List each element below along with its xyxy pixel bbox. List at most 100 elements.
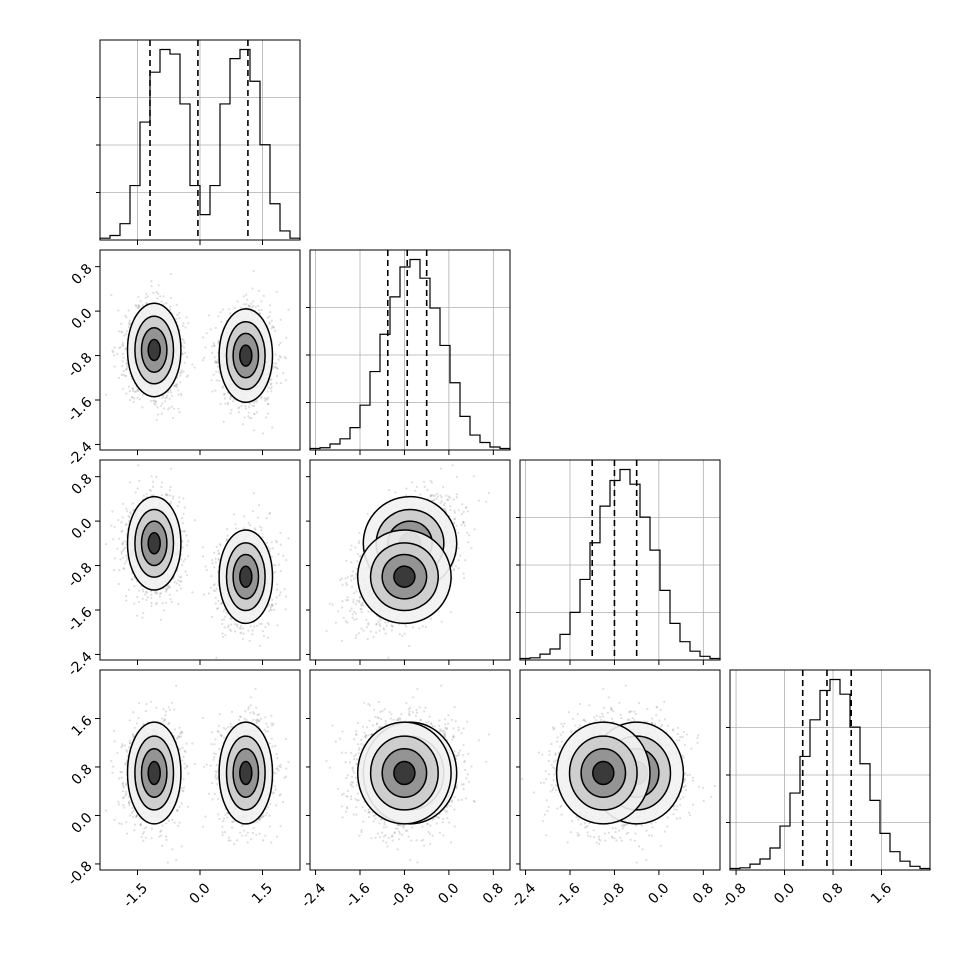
sample-point — [229, 312, 232, 315]
y-tick-label: -1.6 — [65, 394, 96, 425]
sample-point — [284, 608, 287, 611]
sample-point — [128, 390, 131, 393]
sample-point — [178, 311, 181, 314]
sample-point — [117, 582, 120, 586]
sample-point — [251, 633, 254, 636]
sample-point — [209, 328, 212, 331]
sample-point — [279, 318, 282, 321]
sample-point — [138, 589, 141, 592]
sample-point — [141, 616, 144, 619]
sample-point — [121, 360, 124, 363]
panel-frame — [309, 249, 511, 451]
sample-point — [241, 637, 245, 641]
sample-point — [270, 319, 273, 322]
sample-point — [216, 361, 219, 364]
sample-point — [268, 304, 271, 307]
sample-point — [177, 393, 180, 396]
sample-point — [125, 368, 128, 371]
sample-point — [132, 400, 135, 404]
sample-point — [180, 394, 183, 397]
sample-point — [211, 390, 214, 393]
sample-point — [179, 381, 182, 384]
sample-point — [215, 545, 218, 549]
sample-point — [270, 327, 273, 330]
sample-point — [122, 567, 125, 570]
sample-point — [271, 325, 274, 328]
sample-point — [179, 374, 182, 377]
sample-point — [236, 623, 239, 626]
sample-point — [254, 528, 257, 531]
sample-point — [283, 356, 286, 359]
sample-point — [260, 300, 263, 303]
sample-point — [256, 516, 260, 519]
sample-point — [142, 611, 145, 615]
sample-point — [156, 297, 159, 300]
sample-point — [221, 632, 224, 635]
sample-point — [166, 588, 169, 591]
sample-point — [110, 294, 113, 297]
sample-point — [203, 356, 206, 359]
sample-point — [120, 322, 123, 325]
sample-point — [113, 569, 116, 572]
sample-point — [255, 411, 259, 414]
sample-point — [234, 623, 237, 626]
sample-point — [181, 546, 184, 549]
sample-point — [242, 295, 245, 298]
sample-point — [150, 593, 153, 596]
sample-point — [137, 464, 140, 467]
sample-point — [170, 600, 173, 604]
sample-point — [141, 588, 144, 591]
sample-point — [173, 581, 176, 584]
sample-point — [182, 370, 185, 373]
sample-point — [175, 303, 178, 306]
sample-point — [118, 330, 121, 333]
sample-point — [181, 521, 184, 525]
sample-point — [248, 304, 251, 308]
sample-point — [274, 353, 277, 356]
sample-point — [145, 292, 148, 296]
sample-point — [122, 369, 125, 373]
sample-point — [226, 403, 229, 406]
sample-point — [166, 408, 169, 411]
sample-point — [268, 315, 271, 318]
sample-point — [177, 602, 180, 606]
sample-point — [178, 576, 181, 579]
sample-point — [161, 602, 164, 605]
sample-point — [247, 629, 250, 632]
sample-point — [251, 404, 254, 407]
sample-point — [120, 330, 123, 333]
sample-point — [176, 313, 179, 317]
sample-point — [124, 540, 127, 543]
sample-point — [221, 622, 224, 626]
sample-point — [181, 564, 184, 567]
sample-point — [272, 365, 275, 368]
sample-point — [169, 296, 173, 300]
sample-point — [211, 559, 214, 562]
sample-point — [126, 364, 129, 367]
sample-point — [155, 603, 158, 606]
sample-point — [145, 591, 148, 594]
sample-point — [221, 386, 224, 389]
sample-point — [121, 516, 124, 519]
sample-point — [182, 322, 185, 325]
sample-point — [282, 372, 285, 375]
sample-point — [157, 292, 160, 295]
sample-point — [251, 287, 254, 290]
sample-point — [160, 494, 163, 497]
sample-point — [244, 405, 247, 408]
sample-point — [217, 341, 220, 344]
sample-point — [268, 511, 271, 514]
sample-point — [127, 588, 130, 591]
sample-point — [266, 398, 269, 401]
sample-point — [249, 524, 252, 527]
sample-point — [126, 366, 129, 369]
histogram-0 — [99, 48, 301, 240]
sample-point — [266, 636, 270, 639]
sample-point — [242, 303, 246, 306]
sample-point — [219, 403, 222, 406]
sample-point — [122, 502, 125, 505]
sample-point — [116, 547, 119, 550]
sample-point — [276, 624, 279, 627]
sample-point — [225, 528, 229, 531]
panel-1-1 — [306, 249, 511, 455]
